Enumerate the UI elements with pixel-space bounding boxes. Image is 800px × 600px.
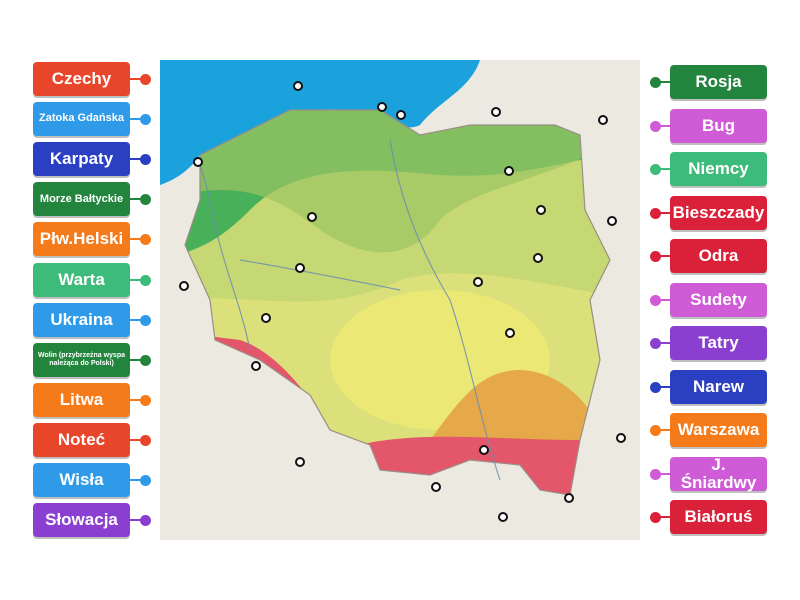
drop-pin[interactable] [179,281,189,291]
drop-pin[interactable] [396,110,406,120]
anchor-dot [140,234,151,246]
connector [130,198,145,201]
label-tile[interactable]: Tatry [670,326,767,360]
connector [130,118,145,121]
drop-pin[interactable] [193,157,203,167]
anchor-dot [140,74,151,85]
drop-pin[interactable] [251,361,261,371]
anchor-dot [650,338,661,349]
connector [130,398,145,401]
anchor-dot [140,114,151,126]
connector [130,78,145,80]
connector [660,342,675,344]
anchor-dot [650,77,661,88]
label-tile[interactable]: Bug [670,108,767,143]
label-tile[interactable]: Karpaty [33,142,130,177]
connector [130,278,145,281]
drop-pin[interactable] [533,253,543,263]
label-tile[interactable]: Rosja [670,65,767,99]
anchor-dot [140,194,151,206]
connector [660,124,675,127]
label-tile[interactable]: Sudety [670,282,767,317]
anchor-dot [650,512,661,523]
anchor-dot [650,207,661,219]
connector [130,318,145,321]
anchor-dot [650,381,661,393]
drop-pin[interactable] [616,433,626,443]
connector [660,472,675,475]
connector [660,298,675,301]
anchor-dot [650,425,661,436]
connector [130,479,145,481]
connector [660,211,675,214]
map [160,60,640,540]
drop-pin[interactable] [607,216,617,226]
connector [130,438,145,441]
anchor-dot [650,294,661,306]
label-tile[interactable]: Czechy [33,62,130,96]
label-tile[interactable]: Białoruś [670,500,767,534]
drop-pin[interactable] [295,263,305,273]
anchor-dot [140,354,151,366]
connector [660,516,675,518]
drop-pin[interactable] [491,107,501,117]
label-tile[interactable]: Płw.Helski [33,222,130,257]
connector [130,158,145,161]
connector [660,255,675,257]
drop-pin[interactable] [473,277,483,287]
drop-pin[interactable] [431,482,441,492]
connector [660,385,675,388]
connector [660,168,675,170]
anchor-dot [140,394,151,406]
anchor-dot [650,120,661,132]
connector [660,81,675,83]
anchor-dot [140,515,151,527]
anchor-dot [140,274,151,286]
drop-pin[interactable] [261,313,271,323]
drop-pin[interactable] [536,205,546,215]
connector [130,238,145,241]
drop-pin[interactable] [598,115,608,125]
drop-pin[interactable] [307,212,317,222]
drop-pin[interactable] [564,493,574,503]
drop-pin[interactable] [377,102,387,112]
connector [660,429,675,431]
label-tile[interactable]: Warta [33,262,130,297]
anchor-dot [140,154,151,166]
anchor-dot [650,251,661,262]
anchor-dot [650,164,661,175]
label-tile[interactable]: Wisła [33,463,130,497]
anchor-dot [650,468,661,480]
drop-pin[interactable] [479,445,489,455]
label-tile[interactable]: Warszawa [670,413,767,447]
drop-pin[interactable] [504,166,514,176]
anchor-dot [140,314,151,326]
label-tile[interactable]: Odra [670,239,767,273]
label-tile[interactable]: Narew [670,369,767,404]
drop-pin[interactable] [295,457,305,467]
label-tile[interactable]: Słowacja [33,503,130,538]
drop-pin[interactable] [505,328,515,338]
label-tile[interactable]: Bieszczady [670,195,767,230]
label-tile[interactable]: J. Śniardwy [670,455,767,491]
label-tile[interactable]: Niemcy [670,152,767,186]
connector [130,358,145,361]
anchor-dot [140,434,151,446]
anchor-dot [140,475,151,486]
label-tile[interactable]: Zatoka Gdańska [33,102,130,137]
label-tile[interactable]: Ukraina [33,302,130,337]
label-tile[interactable]: Wolin (przybrzeżna wyspa należąca do Pol… [33,342,130,377]
label-tile[interactable]: Morze Bałtyckie [33,182,130,217]
label-tile[interactable]: Noteć [33,422,130,457]
drop-pin[interactable] [498,512,508,522]
connector [130,519,145,522]
drop-pin[interactable] [293,81,303,91]
label-tile[interactable]: Litwa [33,382,130,417]
